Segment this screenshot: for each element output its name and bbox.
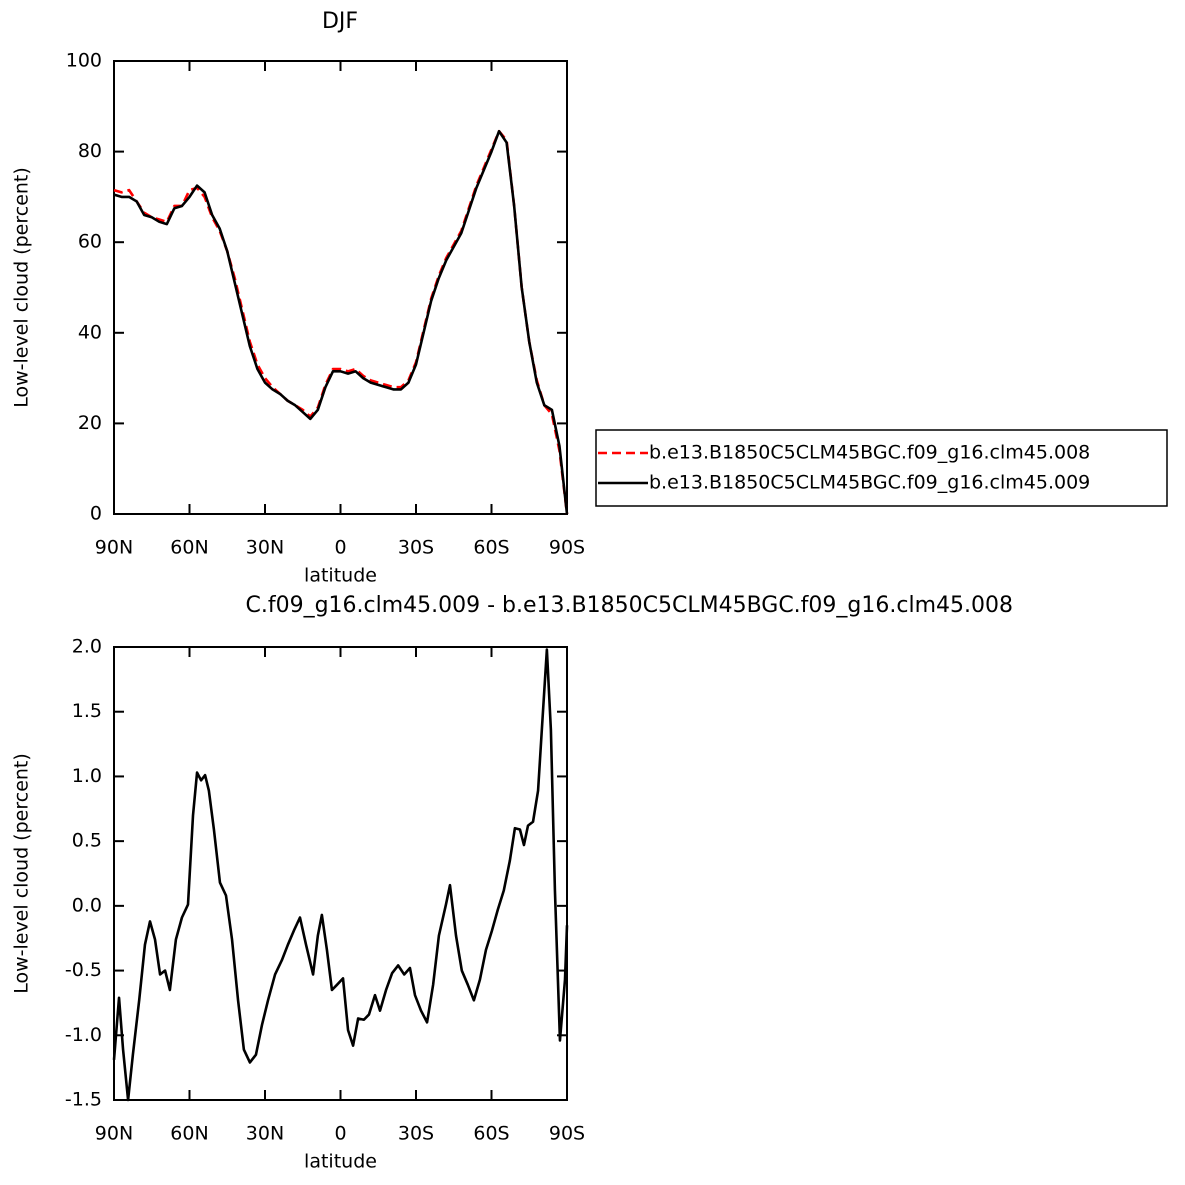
x-tick-label: 90S	[549, 1123, 585, 1145]
y-axis-label: Low-level cloud (percent)	[11, 167, 33, 408]
y-tick-label: 60	[78, 231, 102, 253]
x-tick-label: 90S	[549, 537, 585, 559]
x-tick-label: 90N	[95, 1123, 133, 1145]
x-axis-label: latitude	[304, 565, 377, 587]
y-tick-label: 0.5	[72, 830, 102, 852]
legend-label: b.e13.B1850C5CLM45BGC.f09_g16.clm45.009	[649, 472, 1090, 494]
x-tick-label: 30S	[398, 537, 434, 559]
y-tick-label: 1.5	[72, 700, 102, 722]
x-tick-label: 0	[334, 1123, 346, 1145]
x-axis-label: latitude	[304, 1151, 377, 1173]
x-tick-label: 30N	[246, 537, 284, 559]
y-tick-label: 40	[78, 321, 102, 343]
y-tick-label: -1.0	[65, 1024, 102, 1046]
x-tick-label: 90N	[95, 537, 133, 559]
x-tick-label: 60N	[170, 537, 208, 559]
chart-title: DJF	[322, 9, 358, 34]
data-line	[113, 129, 569, 515]
x-tick-label: 30N	[246, 1123, 284, 1145]
y-tick-label: 0	[90, 503, 102, 525]
x-tick-label: 60S	[473, 1123, 509, 1145]
plot-frame	[113, 646, 568, 1101]
data-line	[113, 129, 569, 515]
x-tick-label: 0	[334, 537, 346, 559]
y-tick-label: 0.0	[72, 894, 102, 916]
y-tick-label: 2.0	[72, 636, 102, 658]
x-tick-label: 60N	[170, 1123, 208, 1145]
y-tick-label: 80	[78, 140, 102, 162]
y-axis-label: Low-level cloud (percent)	[11, 753, 33, 994]
legend-label: b.e13.B1850C5CLM45BGC.f09_g16.clm45.008	[649, 442, 1090, 464]
chart-title: C.f09_g16.clm45.009 - b.e13.B1850C5CLM45…	[245, 593, 1013, 618]
plot-frame	[113, 60, 568, 515]
y-tick-label: 100	[66, 50, 102, 72]
y-tick-label: 20	[78, 412, 102, 434]
legend-box	[595, 429, 1168, 507]
y-tick-label: -0.5	[65, 959, 102, 981]
y-tick-label: 1.0	[72, 765, 102, 787]
y-tick-label: -1.5	[65, 1089, 102, 1111]
x-tick-label: 30S	[398, 1123, 434, 1145]
x-tick-label: 60S	[473, 537, 509, 559]
data-line	[112, 648, 569, 1102]
